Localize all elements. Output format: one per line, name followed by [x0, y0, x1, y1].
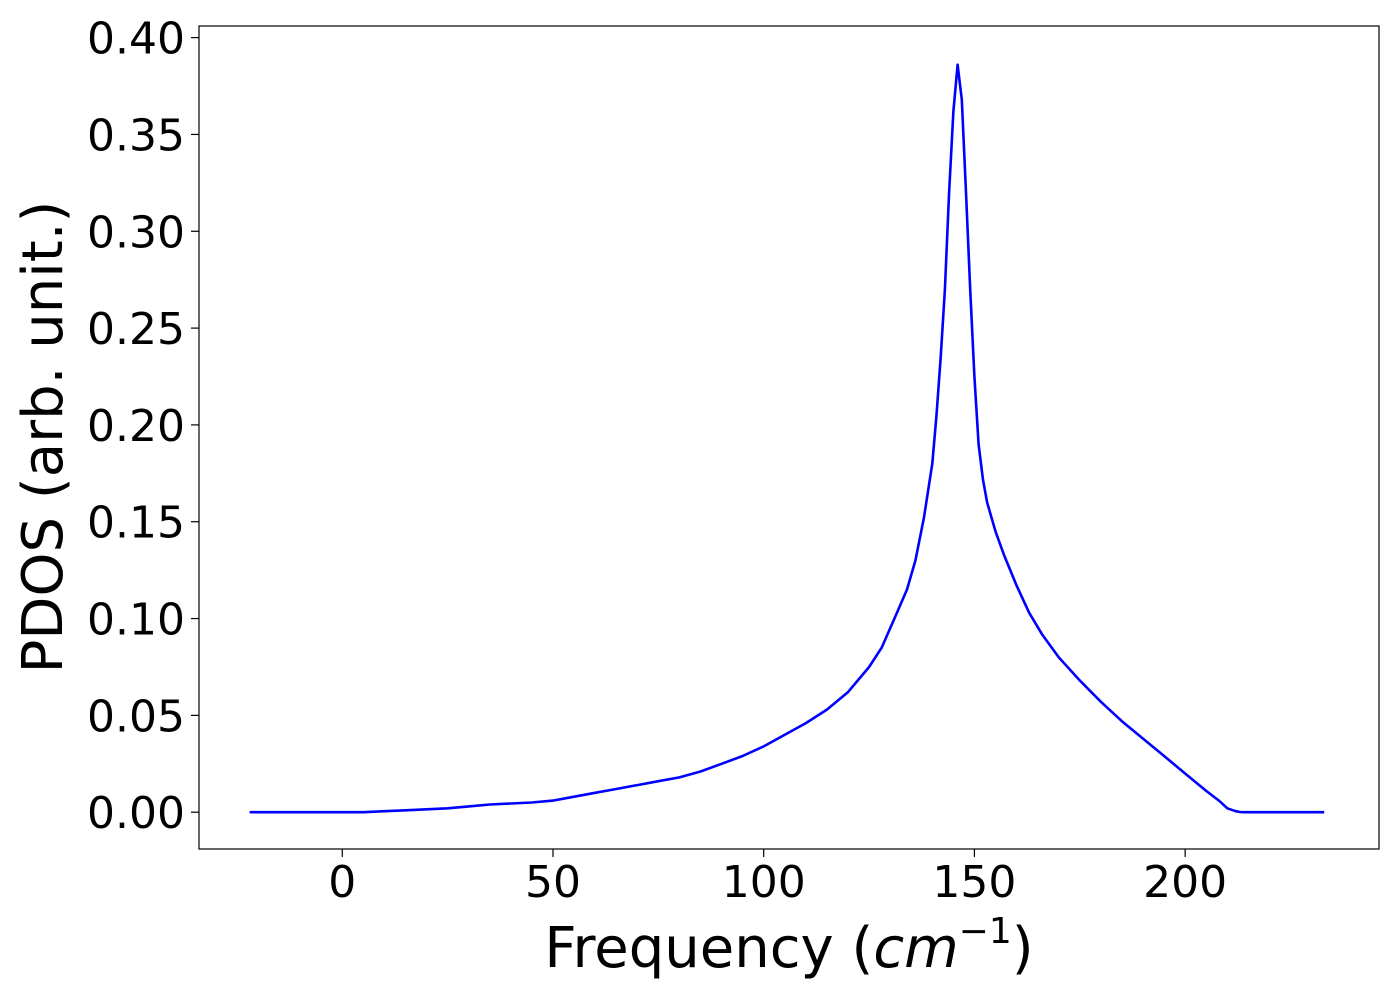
x-tick-label: 100	[722, 857, 806, 908]
y-axis-ticks: 0.00 0.05 0.10 0.15 0.20 0.25 0.30 0.35 0.40	[87, 14, 199, 839]
y-tick-label: 0.40	[87, 14, 185, 65]
x-tick-label: 200	[1143, 857, 1227, 908]
y-tick-label: 0.15	[87, 498, 185, 549]
series-line-0	[249, 63, 1325, 814]
x-tick-label: 50	[525, 857, 581, 908]
y-tick-label: 0.05	[87, 691, 185, 742]
x-tick-label: 0	[328, 857, 356, 908]
y-tick-label: 0.20	[87, 401, 185, 452]
y-tick-label: 0.30	[87, 207, 185, 258]
x-axis-ticks: 0 50 100 150 200	[328, 849, 1227, 908]
x-axis-title: Frequency (cm−1)	[544, 911, 1033, 981]
x-tick-label: 150	[932, 857, 1016, 908]
y-axis-title: PDOS (arb. unit.)	[11, 201, 76, 674]
y-tick-label: 0.00	[87, 788, 185, 839]
y-tick-label: 0.25	[87, 304, 185, 355]
axes-frame	[198, 25, 1380, 850]
y-tick-label: 0.10	[87, 595, 185, 646]
y-tick-label: 0.35	[87, 110, 185, 161]
plot-area	[249, 63, 1325, 814]
